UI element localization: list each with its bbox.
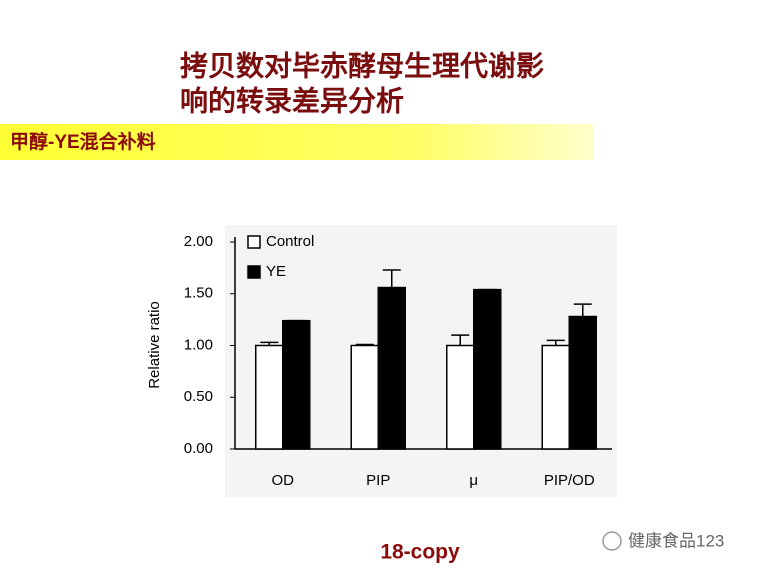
- bar: [473, 288, 502, 450]
- chart: 0.00 0.50 1.00 1.50 2.00 Relative ratio OD PIP μ…: [146, 233, 612, 489]
- legend-label: YE: [266, 263, 286, 280]
- watermark: 健康食品123: [628, 531, 724, 550]
- title-line: 拷贝数对毕赤酵母生理代谢影: [180, 50, 544, 83]
- y-tick-label: 0.50: [184, 388, 213, 405]
- bar: [446, 344, 475, 450]
- legend-label: Control: [266, 233, 314, 250]
- y-tick-label: 0.00: [184, 440, 213, 457]
- legend-swatch: [247, 265, 261, 279]
- bar: [350, 344, 379, 450]
- legend-swatch: [247, 235, 261, 249]
- bar: [282, 319, 311, 450]
- y-tick-label: 1.00: [184, 336, 213, 353]
- bar: [568, 315, 597, 450]
- x-tick-label: μ: [469, 472, 478, 489]
- x-tick-label: OD: [272, 472, 295, 489]
- y-tick-label: 1.50: [184, 285, 213, 302]
- wechat-icon: [602, 531, 622, 551]
- title-line: 响的转录差异分析: [180, 85, 404, 118]
- y-axis-label: Relative ratio: [146, 301, 163, 389]
- bar: [255, 344, 284, 450]
- bar: [377, 286, 406, 450]
- footer: 18-copy: [380, 541, 460, 564]
- y-tick-label: 2.00: [184, 233, 213, 250]
- x-tick-label: PIP/OD: [544, 472, 595, 489]
- banner-text: 甲醇-YE混合补料: [10, 130, 156, 153]
- banner-bg: [0, 124, 593, 160]
- bar: [541, 344, 570, 450]
- x-tick-label: PIP: [366, 472, 390, 489]
